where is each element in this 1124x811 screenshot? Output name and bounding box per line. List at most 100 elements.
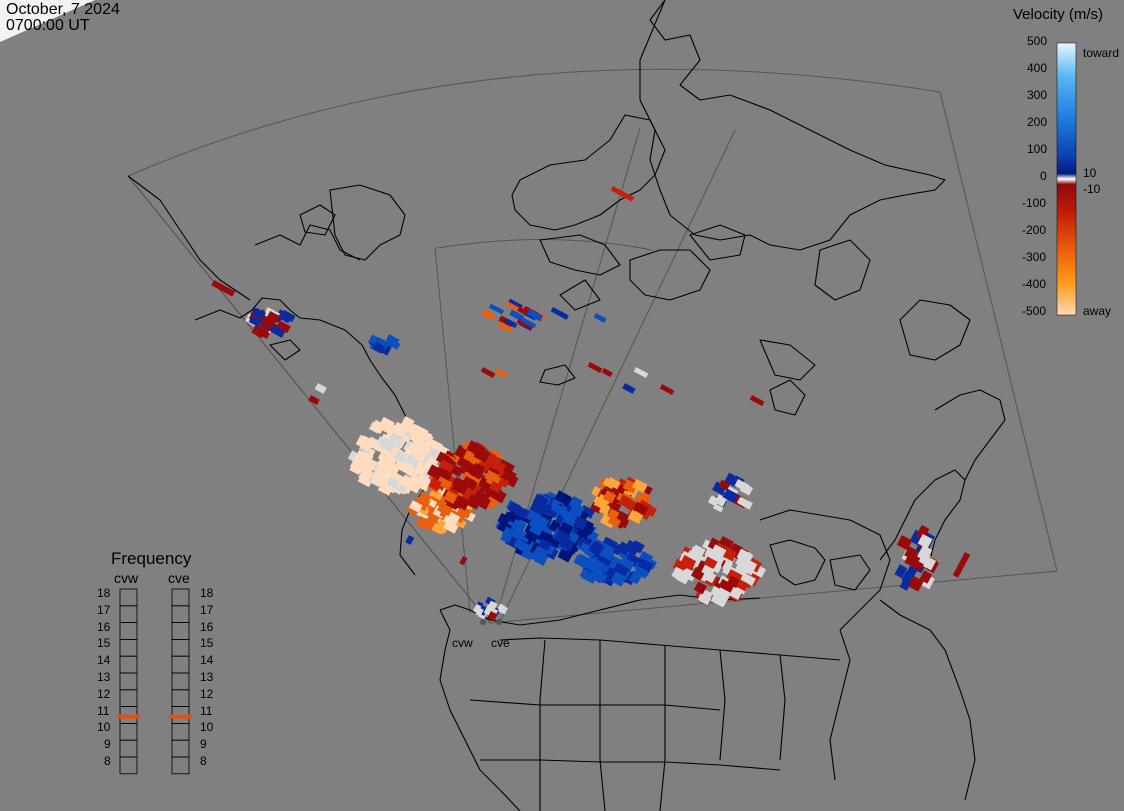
velocity-cell xyxy=(622,479,639,494)
velocity-cell xyxy=(489,303,505,315)
velocity-cell xyxy=(405,535,415,545)
velocity-cells xyxy=(211,186,971,622)
velocity-cell xyxy=(740,572,756,587)
velocity-cell xyxy=(528,515,545,531)
velocity-cell xyxy=(370,472,386,487)
frequency-level-label: 15 xyxy=(200,636,214,651)
velocity-cell xyxy=(513,538,530,553)
velocity-cell xyxy=(251,325,266,339)
velocity-cell xyxy=(633,501,649,515)
velocity-cell xyxy=(415,515,430,530)
frequency-radar-cvw: cvw xyxy=(114,570,139,586)
velocity-cell xyxy=(712,481,728,496)
frequency-level-label: 9 xyxy=(104,737,111,752)
velocity-cell xyxy=(476,495,491,510)
velocity-cell xyxy=(568,495,583,510)
velocity-cell xyxy=(428,477,442,491)
velocity-cell xyxy=(514,505,530,520)
velocity-cell xyxy=(355,434,373,451)
velocity-cell xyxy=(374,336,390,351)
frequency-level-label: 18 xyxy=(200,586,214,600)
velocity-cell xyxy=(436,467,453,483)
velocity-cell xyxy=(622,383,636,394)
frequency-level-label: 11 xyxy=(200,703,213,718)
velocity-cell xyxy=(707,495,720,507)
site-marker-cve xyxy=(496,619,502,625)
frequency-box xyxy=(171,605,190,623)
velocity-cell xyxy=(526,308,544,322)
velocity-cell xyxy=(639,551,654,564)
velocity-cell xyxy=(489,487,507,504)
velocity-cell xyxy=(587,361,603,373)
velocity-cell xyxy=(550,502,566,516)
velocity-cell xyxy=(726,575,741,589)
velocity-cell xyxy=(308,394,320,405)
frequency-level-label: 16 xyxy=(200,619,214,634)
frequency-box xyxy=(171,739,190,758)
velocity-cell xyxy=(481,308,496,321)
velocity-cell xyxy=(437,459,455,476)
velocity-cell xyxy=(271,325,286,338)
velocity-cell xyxy=(738,497,753,510)
velocity-cell xyxy=(509,309,525,322)
frequency-box xyxy=(119,672,138,691)
velocity-cell xyxy=(487,600,498,611)
velocity-cell xyxy=(919,570,933,584)
velocity-cell xyxy=(372,341,386,354)
velocity-cell xyxy=(742,562,756,576)
frequency-level-label: 18 xyxy=(97,586,111,600)
velocity-cell xyxy=(459,556,468,566)
frequency-marker-cvw xyxy=(117,714,140,719)
frequency-level-label: 10 xyxy=(97,720,111,735)
colorbar-tick-minus300: -300 xyxy=(1022,250,1047,264)
velocity-cell xyxy=(266,311,281,323)
velocity-cell xyxy=(591,540,605,554)
velocity-colorbar xyxy=(1056,42,1077,316)
frequency-radar-cve: cve xyxy=(168,570,190,586)
velocity-cell xyxy=(593,313,607,324)
velocity-cell xyxy=(413,496,430,511)
frequency-level-label: 8 xyxy=(200,754,207,768)
velocity-cell xyxy=(718,479,731,491)
time-label: 0700:00 UT xyxy=(6,17,90,34)
frequency-boxes xyxy=(117,588,192,775)
velocity-cell xyxy=(530,499,547,515)
velocity-cell xyxy=(589,556,606,571)
frequency-box xyxy=(119,588,138,607)
velocity-cell xyxy=(487,610,498,622)
frequency-level-label: 17 xyxy=(97,602,111,617)
velocity-cell xyxy=(393,449,408,464)
velocity-cell xyxy=(253,307,266,320)
frequency-box xyxy=(171,756,190,775)
velocity-cell xyxy=(426,446,440,460)
colorbar-toward-label: toward xyxy=(1083,46,1120,60)
velocity-cell xyxy=(524,529,540,544)
frequency-box xyxy=(171,723,190,741)
velocity-cell xyxy=(610,572,627,587)
velocity-cell xyxy=(722,488,739,504)
velocity-cell xyxy=(408,500,423,513)
site-label-cve: cve xyxy=(491,636,510,650)
velocity-cell xyxy=(385,334,400,346)
velocity-cell xyxy=(618,494,632,508)
velocity-cell xyxy=(554,490,571,506)
velocity-cell xyxy=(607,515,621,528)
velocity-cell xyxy=(599,547,615,561)
velocity-cell xyxy=(406,443,421,457)
velocity-cell xyxy=(896,535,913,551)
velocity-cell xyxy=(710,544,727,560)
colorbar-tick-minus200: -200 xyxy=(1022,223,1047,237)
velocity-cell xyxy=(426,464,441,479)
velocity-cell xyxy=(410,430,427,445)
velocity-cell xyxy=(471,462,485,476)
velocity-cell xyxy=(553,529,571,546)
velocity-cell xyxy=(436,476,453,491)
velocity-cell xyxy=(736,579,749,592)
colorbar-tick-500: 500 xyxy=(1027,34,1048,48)
velocity-cell xyxy=(619,556,635,571)
velocity-cell xyxy=(637,558,654,573)
velocity-cell xyxy=(701,564,716,578)
velocity-cell xyxy=(907,575,924,592)
velocity-cell xyxy=(211,280,236,297)
